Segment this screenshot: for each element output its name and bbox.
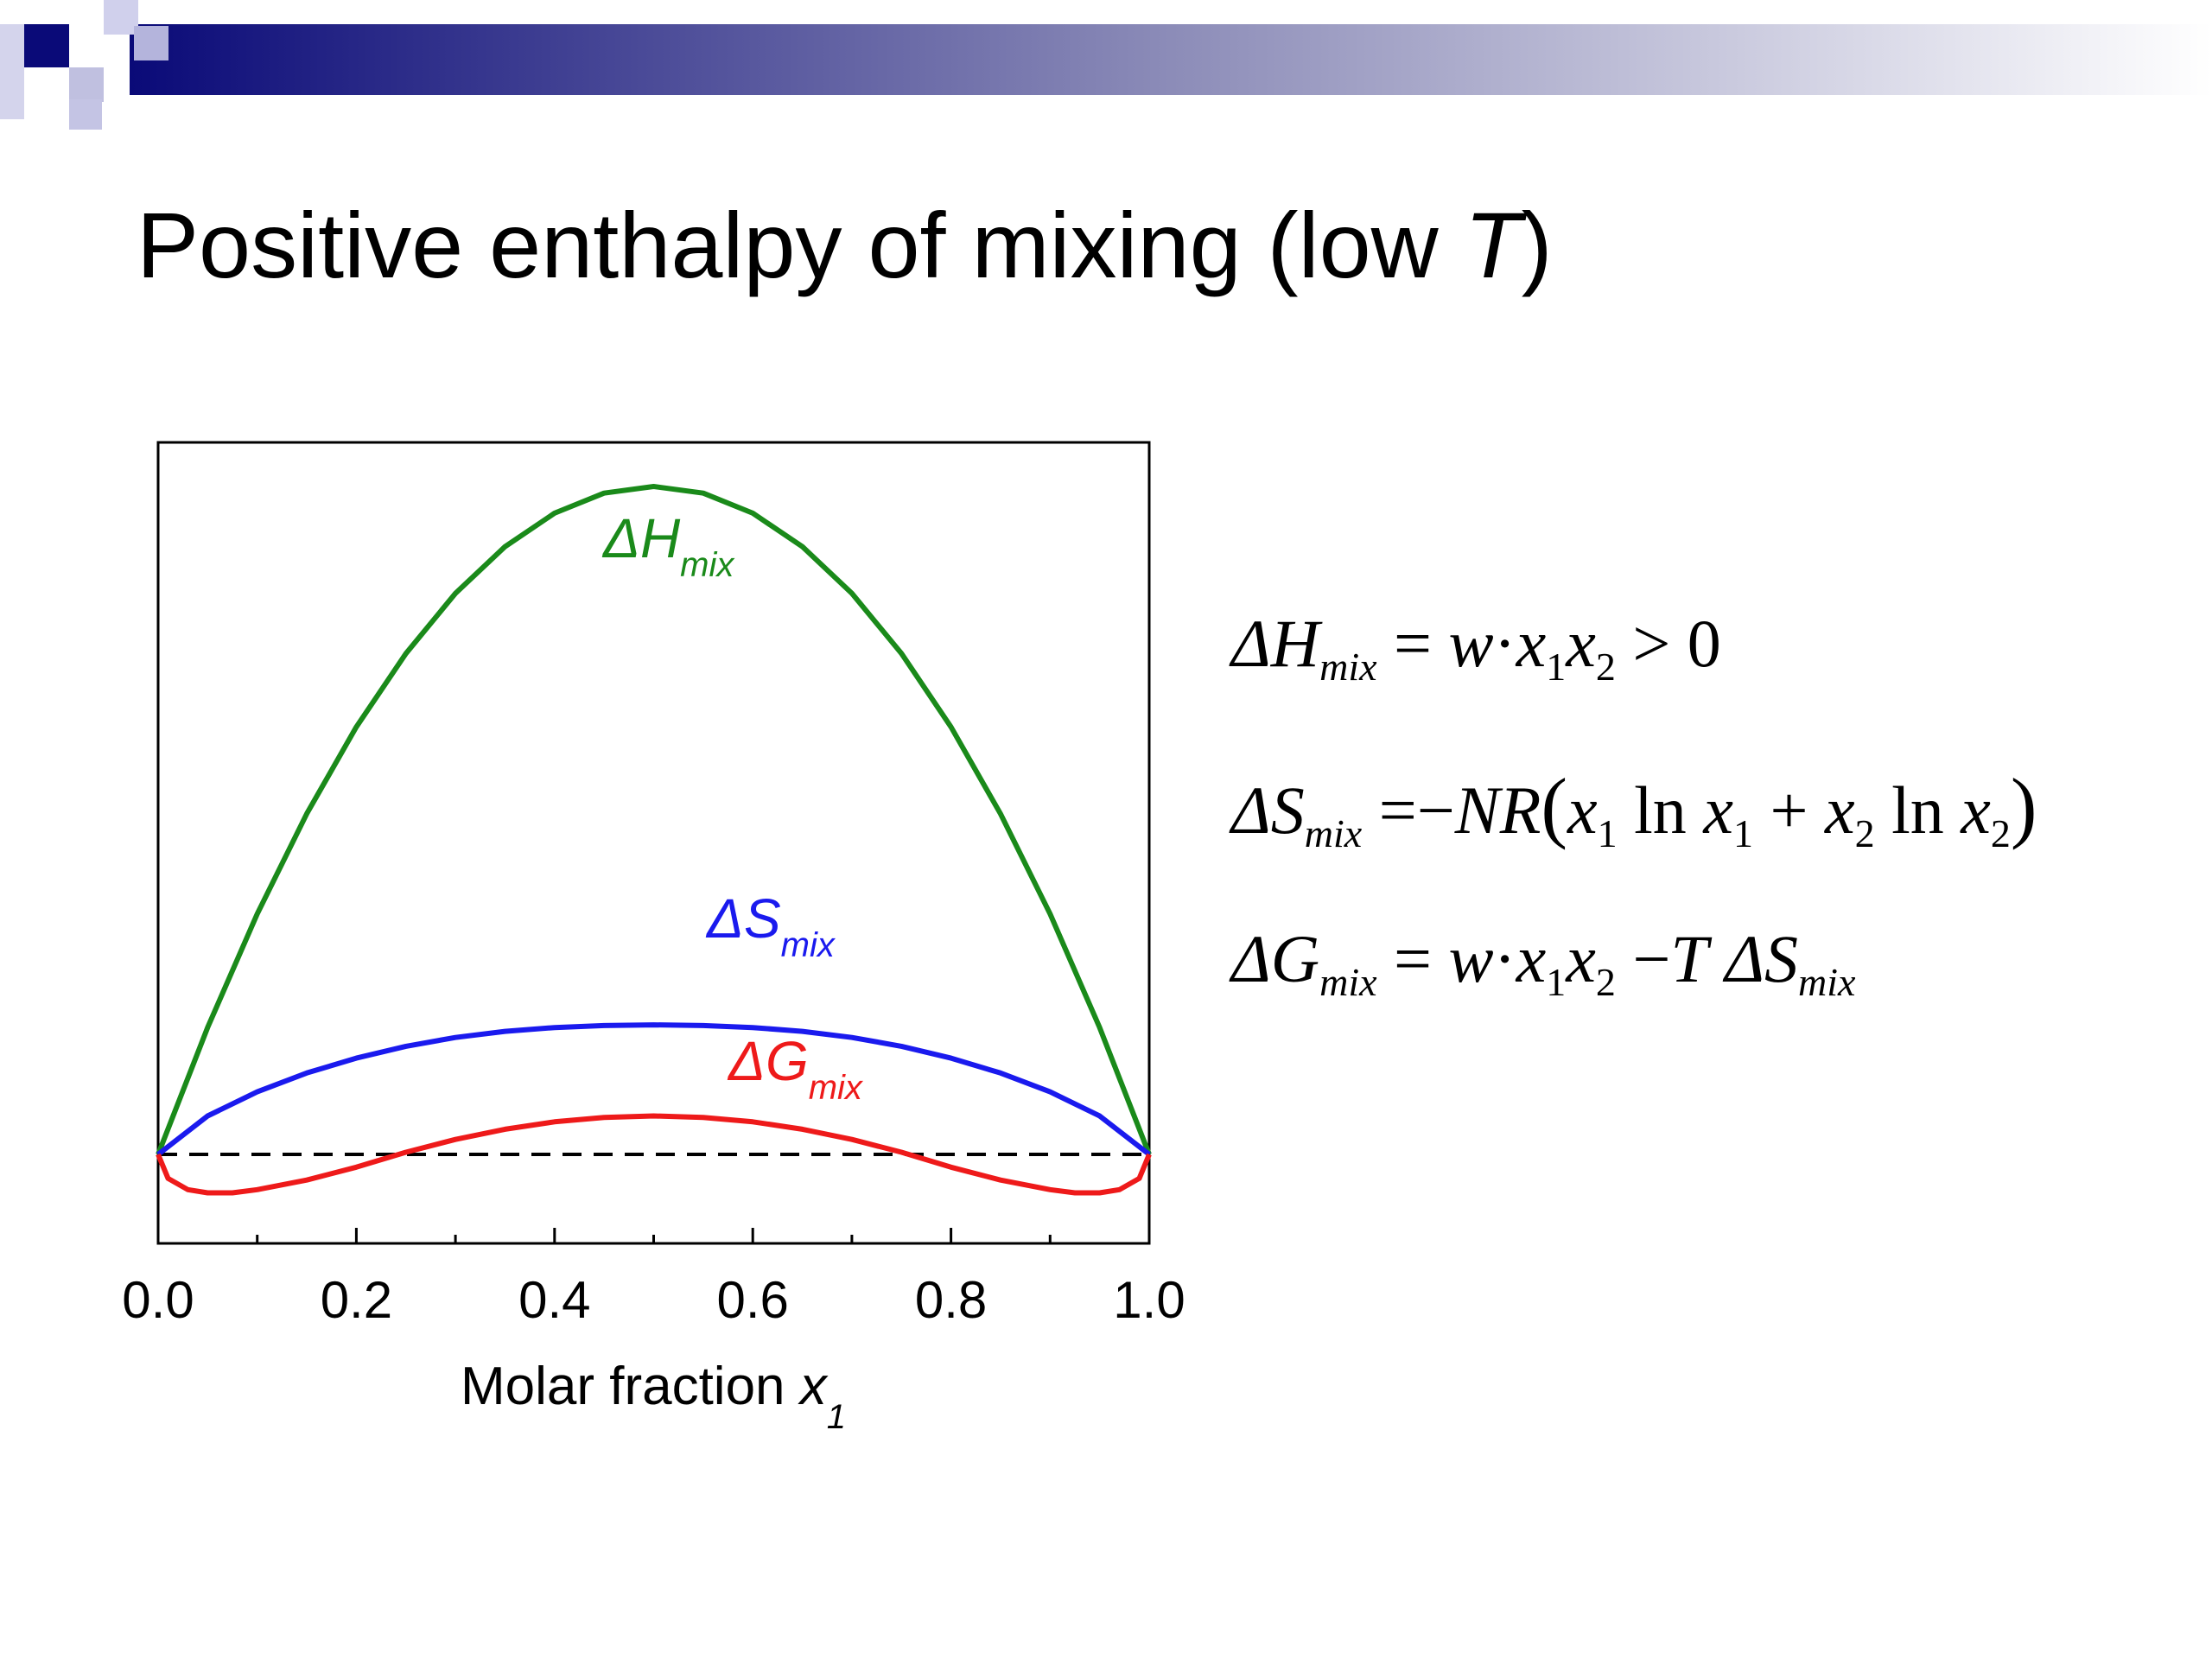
x-tick-label: 0.4 xyxy=(518,1271,590,1329)
x-tick-label: 0.6 xyxy=(716,1271,788,1329)
series-line-s xyxy=(156,1022,1151,1157)
equation-entropy: ΔSmix =−NR(x1 ln x1 + x2 ln x2) xyxy=(1231,762,2037,855)
title-variable: T xyxy=(1464,193,1522,297)
series-label-g: ΔGmix xyxy=(727,1030,864,1107)
series-line-g xyxy=(156,1113,1152,1196)
x-axis-label-var: x xyxy=(798,1357,829,1416)
deco-square-light2 xyxy=(69,99,102,130)
series-label-h: ΔHmix xyxy=(601,507,735,584)
series-label-s: ΔSmix xyxy=(705,887,836,964)
deco-square-mid3 xyxy=(134,26,168,60)
x-tick-label: 0.2 xyxy=(321,1271,392,1329)
deco-square-light xyxy=(0,24,24,119)
deco-square-mid2 xyxy=(104,0,138,35)
x-tick-label: 0.8 xyxy=(915,1271,987,1329)
title-close: ) xyxy=(1521,193,1553,297)
equation-gibbs: ΔGmix = w·x1x2 −T ΔSmix xyxy=(1231,921,1856,1004)
slide-title: Positive enthalpy of mixing (low T) xyxy=(137,192,1553,299)
x-tick-label: 0.0 xyxy=(122,1271,194,1329)
title-text: Positive enthalpy of mixing (low xyxy=(137,193,1465,297)
x-axis-label-sub: 1 xyxy=(827,1398,846,1436)
series-line-h xyxy=(156,484,1152,1156)
x-axis-label-text: Molar fraction xyxy=(461,1357,800,1416)
equation-enthalpy: ΔHmix = w·x1x2 > 0 xyxy=(1231,606,1721,689)
x-tick-label: 1.0 xyxy=(1113,1271,1185,1329)
deco-square-dark xyxy=(24,24,69,67)
slide-header-decoration xyxy=(0,0,2212,130)
header-gradient-band xyxy=(130,24,2212,95)
x-axis-label: Molar fraction x1 xyxy=(461,1357,846,1436)
deco-square-mid xyxy=(69,67,104,102)
